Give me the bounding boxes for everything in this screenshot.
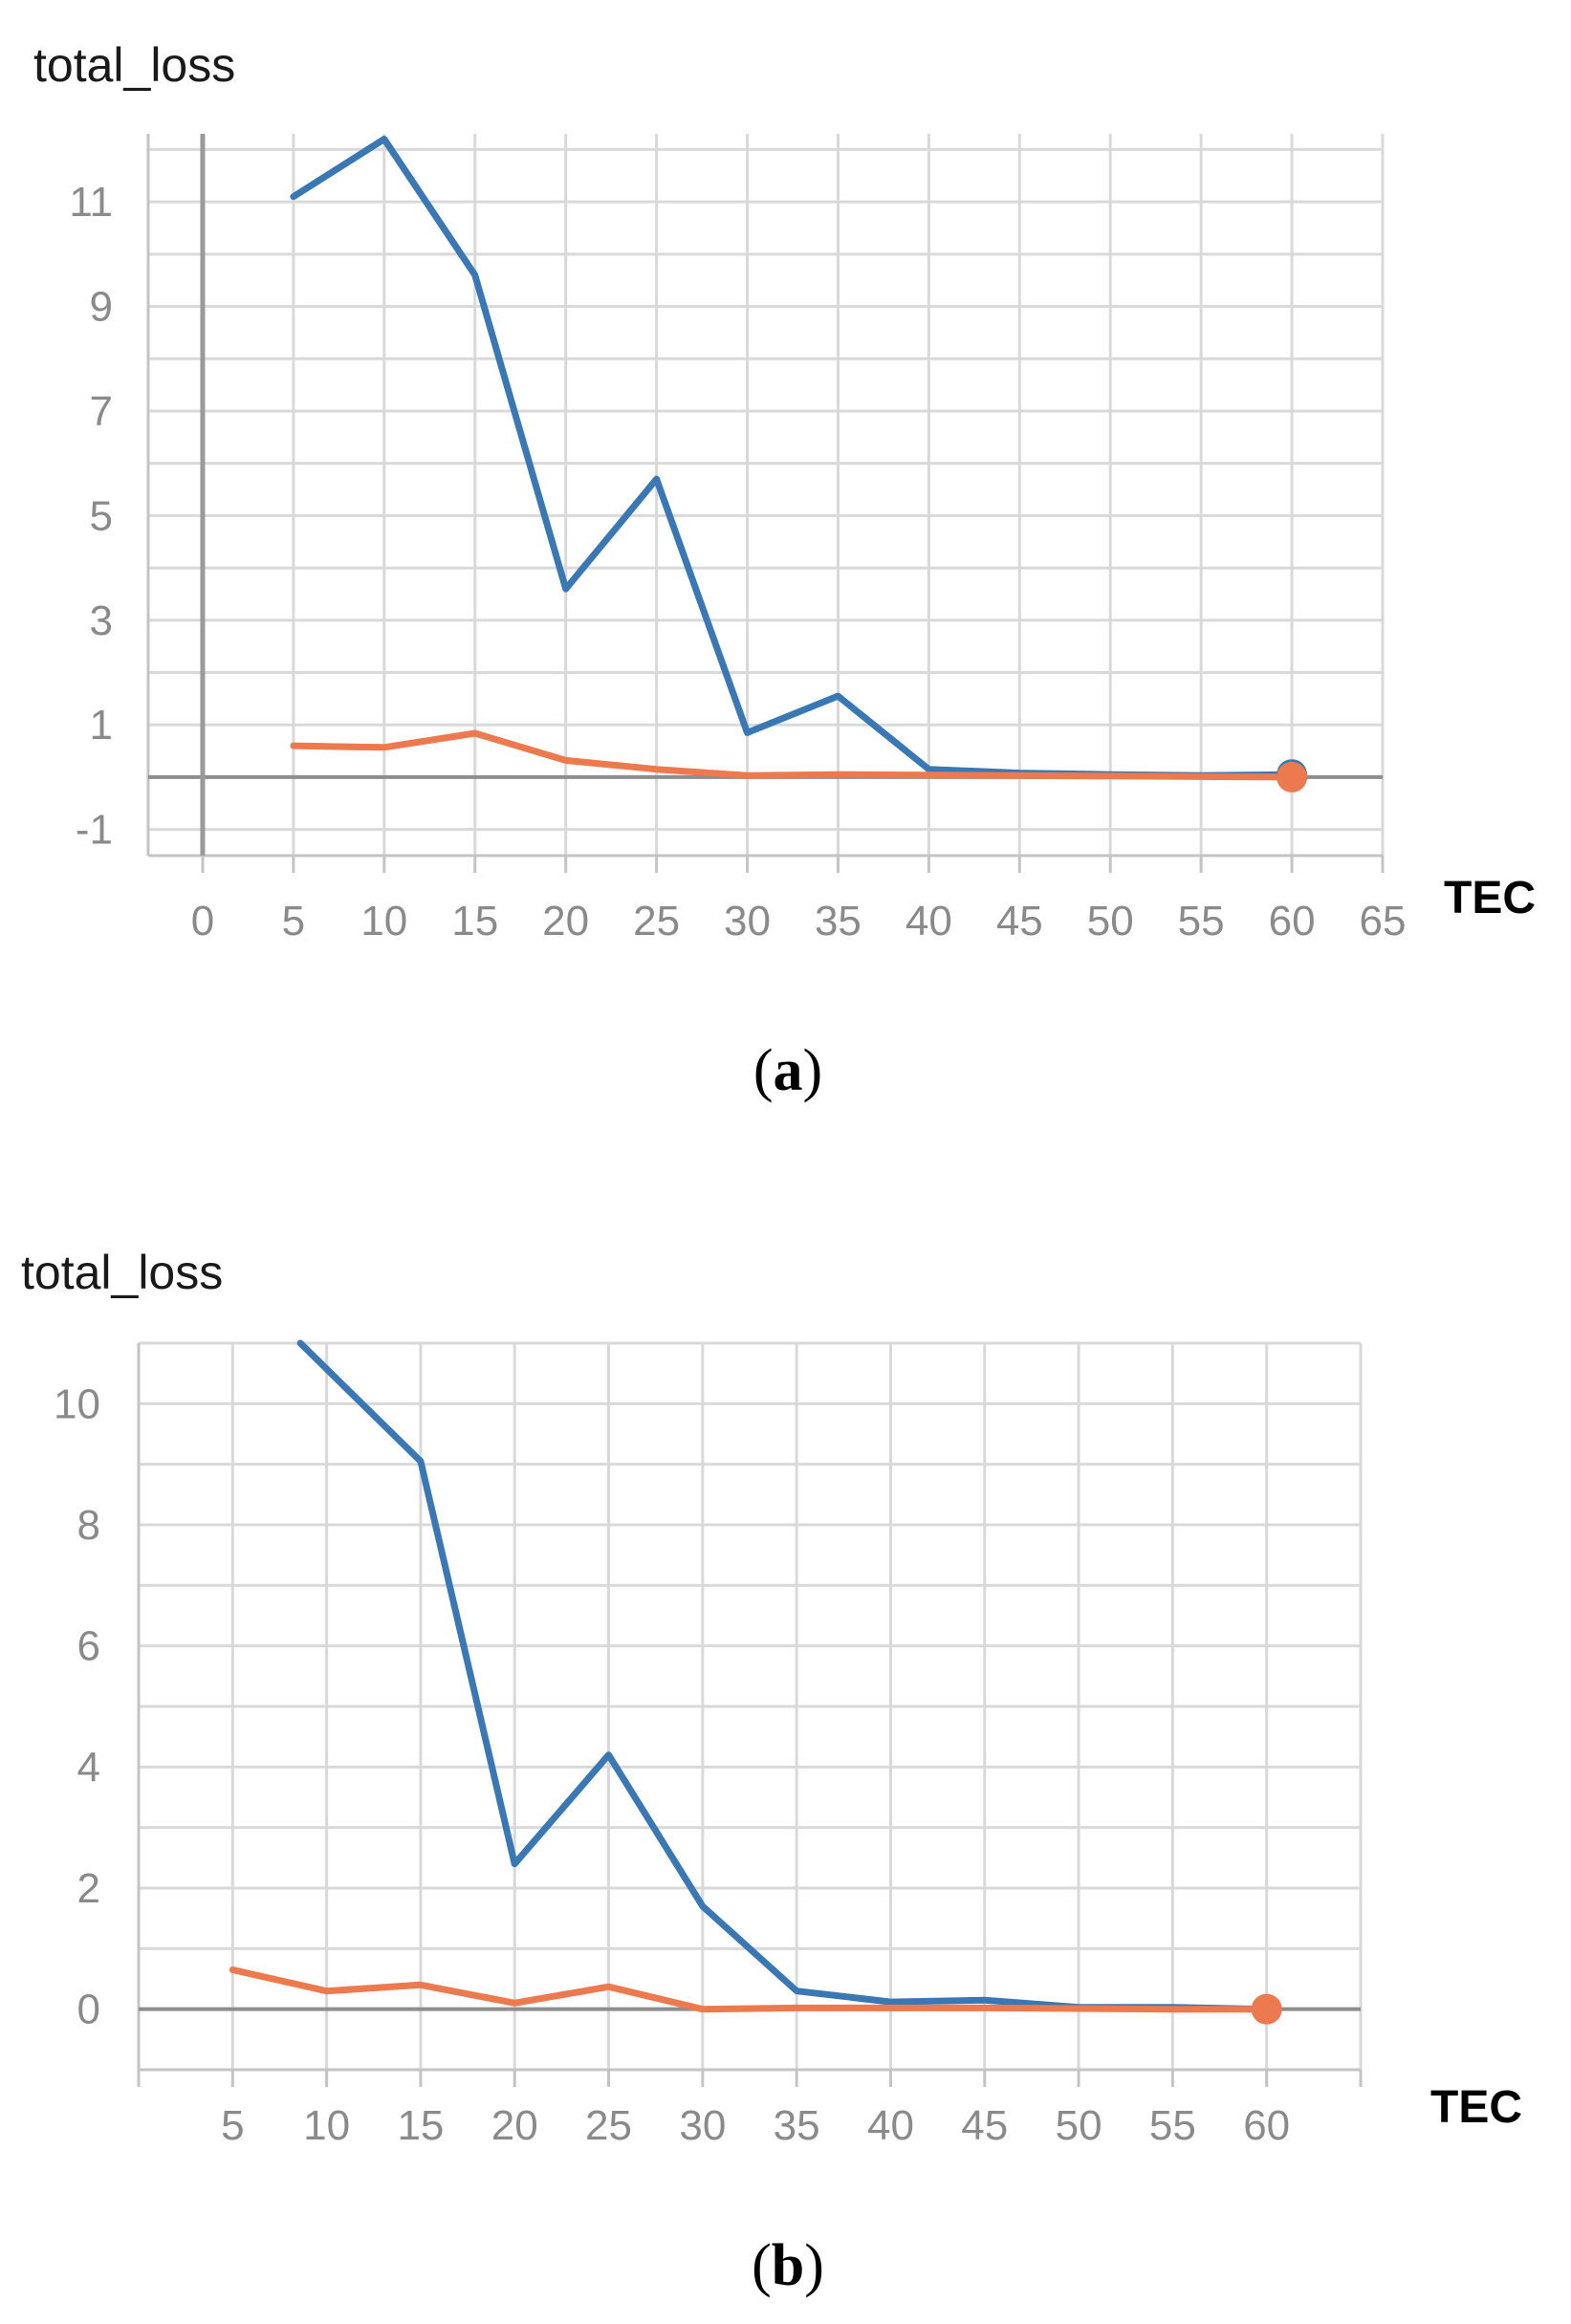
chart-b-xtick-label: 40 bbox=[867, 2102, 914, 2149]
chart-a-xtick-label: 60 bbox=[1269, 898, 1316, 945]
chart-a-xlabel: TEC bbox=[1444, 873, 1536, 923]
chart-b-caption-open-paren: ( bbox=[752, 2233, 772, 2298]
chart-b-series-1-line bbox=[229, 1966, 1271, 2013]
chart-a-xtick-label: 10 bbox=[360, 898, 407, 945]
chart-b-xtick-label: 15 bbox=[397, 2102, 444, 2149]
chart-a-xtick-label: 15 bbox=[451, 898, 498, 945]
chart-b-xtick-label: 50 bbox=[1056, 2102, 1102, 2149]
chart-a-ytick-label: 11 bbox=[69, 179, 113, 226]
chart-a: 0 5 10 15 20 25 30 35 40 45 50 55 60 65-11357911total… bbox=[33, 38, 1536, 1103]
chart-b-series-1-end-marker bbox=[1251, 1993, 1282, 2025]
chart-a-ytick-label: -1 bbox=[76, 807, 113, 854]
chart-a-xtick-label: 45 bbox=[996, 898, 1043, 945]
chart-b-xtick-label: 60 bbox=[1243, 2102, 1290, 2149]
chart-b-ytick-label: 2 bbox=[77, 1865, 100, 1912]
chart-a-xtick-label: 55 bbox=[1178, 898, 1225, 945]
chart-a-ytick-label: 5 bbox=[90, 492, 113, 539]
chart-a-xtick-label: 50 bbox=[1087, 898, 1134, 945]
chart-a-xtick-label: 0 bbox=[191, 898, 214, 945]
chart-b-xtick-label: 35 bbox=[774, 2102, 820, 2149]
chart-a-series-1-end-marker bbox=[1276, 761, 1308, 793]
chart-b-ytick-label: 4 bbox=[77, 1744, 100, 1791]
chart-a-xtick-label: 25 bbox=[633, 898, 680, 945]
chart-b-series-0-line bbox=[296, 1339, 1271, 2013]
chart-b-title: total_loss bbox=[21, 1246, 223, 1299]
chart-b-ytick-label: 10 bbox=[54, 1380, 100, 1427]
chart-a-caption-close-paren: ) bbox=[803, 1038, 823, 1103]
chart-b-ytick-label: 6 bbox=[77, 1623, 100, 1670]
chart-a-caption: (a) bbox=[753, 1038, 822, 1103]
chart-a-xtick-label: 65 bbox=[1360, 898, 1407, 945]
chart-b-xtick-label: 45 bbox=[961, 2102, 1008, 2149]
chart-b-xtick-label: 5 bbox=[221, 2102, 244, 2149]
chart-a-xtick-label: 5 bbox=[282, 898, 305, 945]
chart-b-xtick-label: 20 bbox=[491, 2102, 538, 2149]
chart-a-xtick-label: 30 bbox=[724, 898, 771, 945]
chart-a-ytick-label: 1 bbox=[90, 702, 113, 749]
chart-a-xtick-label: 40 bbox=[906, 898, 952, 945]
chart-b-caption-letter: b bbox=[772, 2233, 804, 2298]
chart-a-title: total_loss bbox=[33, 38, 235, 92]
chart-a-caption-letter: a bbox=[774, 1038, 803, 1103]
chart-b-ytick-label: 8 bbox=[77, 1502, 100, 1549]
chart-a-series-1-line bbox=[290, 729, 1296, 781]
chart-b-xtick-label: 55 bbox=[1149, 2102, 1196, 2149]
chart-b: 5 10 15 20 25 30 35 40 45 50 55 60 0 2 4 6 8 10 total_loss… bbox=[21, 1246, 1522, 2298]
chart-a-series-0-line bbox=[290, 136, 1296, 779]
chart-a-ytick-label: 3 bbox=[90, 597, 113, 644]
chart-a-caption-open-paren: ( bbox=[753, 1038, 774, 1103]
chart-b-xlabel: TEC bbox=[1430, 2082, 1522, 2133]
chart-b-caption: (b) bbox=[752, 2233, 824, 2298]
chart-a-ytick-label: 9 bbox=[90, 284, 113, 331]
chart-b-xtick-label: 10 bbox=[303, 2102, 350, 2149]
chart-b-xtick-label: 30 bbox=[679, 2102, 726, 2149]
chart-b-ytick-label: 0 bbox=[77, 1987, 100, 2033]
chart-a-ytick-label: 7 bbox=[90, 388, 113, 435]
chart-b-caption-close-paren: ) bbox=[804, 2233, 824, 2298]
chart-a-xtick-label: 20 bbox=[542, 898, 589, 945]
chart-a-xtick-label: 35 bbox=[815, 898, 862, 945]
chart-b-xtick-label: 25 bbox=[585, 2102, 632, 2149]
